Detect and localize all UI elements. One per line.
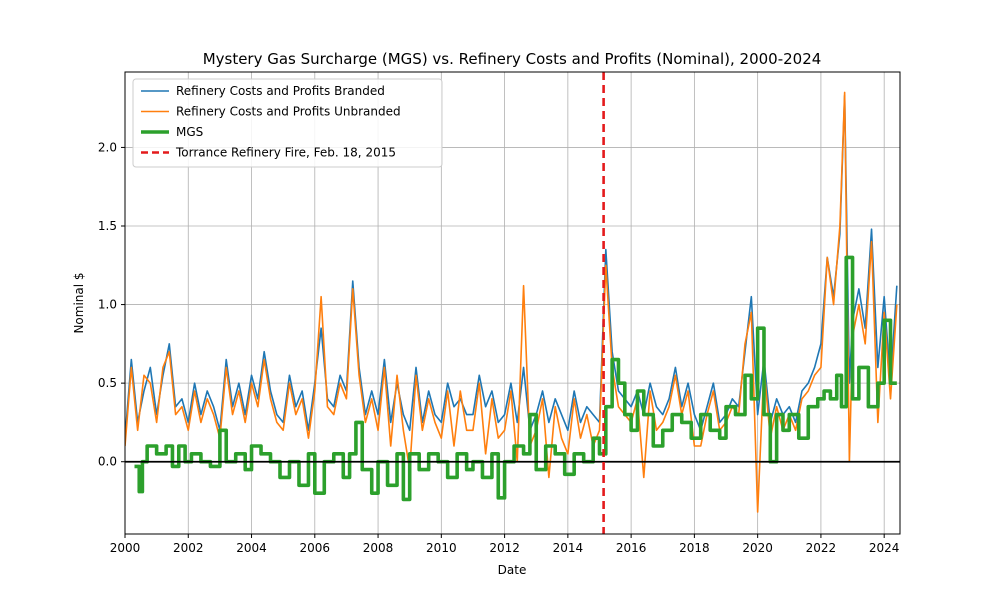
chart-title: Mystery Gas Surcharge (MGS) vs. Refinery… [203,50,822,68]
plot-frame [124,71,901,535]
x-axis-label: Date [498,563,527,577]
x-tick-label: 2018 [679,541,710,555]
x-tick-label: 2004 [236,541,267,555]
x-tick-label: 2020 [742,541,773,555]
legend: Refinery Costs and Profits Branded Refine… [132,78,443,168]
y-tick-label: 0.5 [98,376,117,390]
x-tick-label: 2016 [616,541,647,555]
x-tick-label: 2006 [300,541,331,555]
legend-label: Refinery Costs and Profits Branded [176,84,385,98]
x-tick-label: 2024 [869,541,900,555]
x-tick-label: 2010 [426,541,457,555]
legend-label: Refinery Costs and Profits Unbranded [176,105,401,119]
y-tick-label: 0.0 [98,455,117,469]
y-axis-label: Nominal $ [72,272,86,333]
x-tick-label: 2012 [489,541,520,555]
x-tick-label: 2000 [110,541,141,555]
legend-label: MGS [176,125,203,139]
y-tick-label: 1.5 [98,219,117,233]
legend-frame [132,78,443,168]
x-tick-label: 2008 [363,541,394,555]
series-line-mgs [134,255,897,502]
tick-layer: 2000 2002 2004 2006 2008 2010 2012 2014 2016 2018… [98,140,900,555]
x-tick-label: 2002 [173,541,204,555]
x-tick-label: 2014 [553,541,584,555]
plot-layer [125,72,900,534]
y-tick-label: 2.0 [98,140,117,154]
x-tick-label: 2022 [806,541,837,555]
legend-label: Torrance Refinery Fire, Feb. 18, 2015 [175,146,396,160]
y-tick-label: 1.0 [98,298,117,312]
series-line-branded [125,94,898,439]
series-line-unbranded [125,91,898,513]
